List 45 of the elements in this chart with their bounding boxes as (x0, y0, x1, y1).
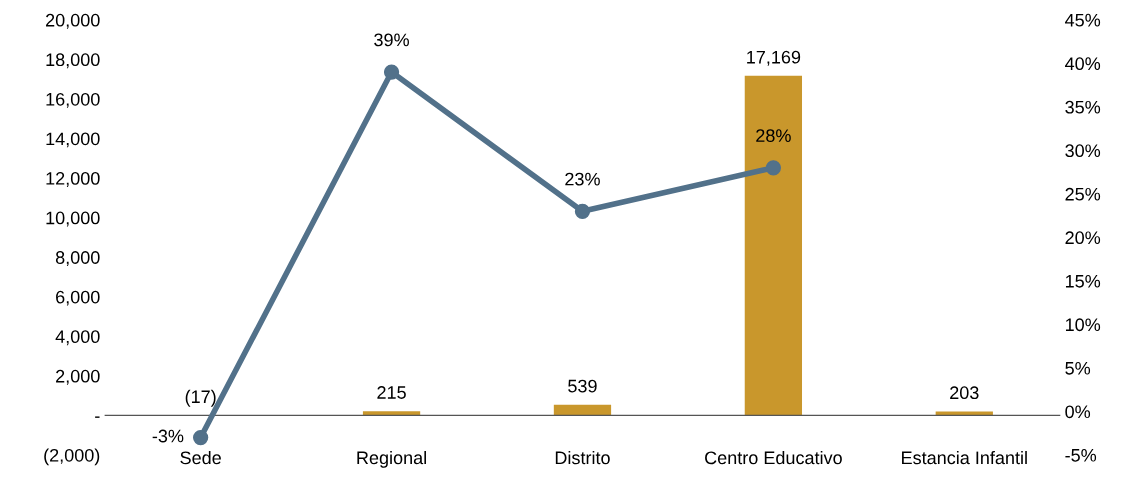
y2-tick-label: 25% (1065, 187, 1101, 201)
y-tick-label: - (95, 416, 100, 418)
y2-tick-label: 35% (1065, 100, 1101, 114)
data-label: 203 (950, 386, 979, 400)
bar (744, 75, 803, 416)
data-label: 17,169 (747, 50, 801, 66)
y-tick-label: 2,000 (56, 369, 100, 385)
x-tick-label: Centro Educativo (705, 450, 842, 465)
x-tick-label: Sede (180, 450, 221, 465)
data-label: 215 (377, 386, 406, 399)
y2-tick-label: 20% (1065, 231, 1101, 245)
data-label: 23% (565, 172, 600, 186)
y2-tick-label: 45% (1065, 13, 1101, 27)
bar (553, 404, 612, 416)
y-tick-label: 10,000 (46, 211, 100, 227)
data-label: (17) (185, 389, 216, 407)
y2-tick-label: -5% (1065, 448, 1097, 462)
y-tick-label: 20,000 (46, 13, 100, 29)
bar (935, 411, 993, 416)
y2-tick-label: 10% (1065, 318, 1101, 332)
y-tick-label: 14,000 (46, 132, 100, 148)
y2-tick-label: 30% (1065, 144, 1101, 158)
data-label: 539 (568, 379, 597, 393)
data-label: -3% (152, 429, 184, 443)
y2-tick-label: 15% (1065, 274, 1101, 288)
data-label: 39% (374, 33, 409, 47)
x-tick-label: Distrito (555, 450, 610, 465)
bar (362, 411, 421, 416)
y2-tick-label: 5% (1065, 361, 1091, 375)
point (765, 160, 782, 176)
data-label: 28% (756, 129, 791, 142)
x-tick-label: Estancia Infantil (902, 450, 1027, 465)
point (192, 429, 209, 446)
point (383, 64, 400, 80)
y2-tick-label: 0% (1065, 405, 1091, 419)
y-tick-label: 12,000 (46, 172, 100, 187)
y-tick-label: (2,000) (44, 448, 100, 466)
y-tick-label: 16,000 (46, 92, 100, 108)
y-tick-label: 6,000 (56, 290, 100, 306)
point (574, 203, 591, 219)
y2-tick-label: 40% (1065, 57, 1101, 71)
y-tick-label: 18,000 (46, 53, 100, 69)
y-tick-label: 4,000 (55, 330, 100, 346)
x-tick-label: Regional (357, 450, 426, 468)
y-tick-label: 8,000 (55, 251, 100, 267)
